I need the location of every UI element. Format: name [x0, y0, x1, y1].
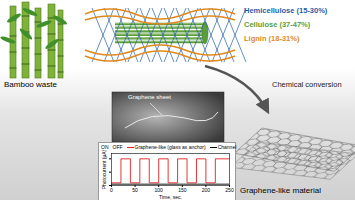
html-text:Graphene-like (glass as anchor: Graphene-like (glass as anchor)	[134, 144, 206, 150]
svg-text:Time, sec.: Time, sec.	[159, 194, 182, 200]
html-text:ON: ON	[101, 144, 109, 150]
html-text:Graphene sheet: Graphene sheet	[128, 94, 171, 100]
svg-text:0: 0	[110, 187, 113, 193]
html-text:OFF: OFF	[112, 144, 123, 150]
svg-text:50: 50	[132, 187, 138, 193]
svg-text:Photocurrent (μA): Photocurrent (μA)	[101, 150, 107, 189]
svg-text:250: 250	[225, 187, 234, 193]
svg-text:100: 100	[155, 187, 164, 193]
html-text:Lignin (18-31%): Lignin (18-31%)	[244, 34, 300, 43]
html-text:Graphene-like material: Graphene-like material	[240, 186, 321, 195]
html-text:Cellulose (37-47%): Cellulose (37-47%)	[244, 20, 311, 29]
html-text:Bamboo waste: Bamboo waste	[4, 80, 57, 89]
html-text:Channel: Channel	[217, 144, 237, 150]
html-text:Chemical conversion: Chemical conversion	[272, 80, 342, 89]
svg-text:200: 200	[202, 187, 211, 193]
svg-text:150: 150	[178, 187, 187, 193]
html-text:Hemicellulose (15-30%): Hemicellulose (15-30%)	[244, 6, 328, 15]
